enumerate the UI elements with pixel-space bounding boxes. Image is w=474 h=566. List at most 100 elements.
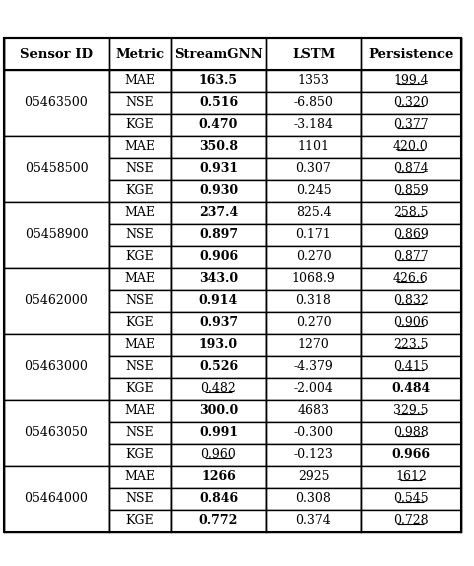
Bar (109, 180, 171, 202)
Bar (109, 422, 171, 444)
Bar (109, 70, 171, 92)
Text: 0.897: 0.897 (199, 229, 238, 242)
Bar (266, 180, 361, 202)
Text: 0.728: 0.728 (393, 514, 429, 528)
Text: 0.171: 0.171 (296, 229, 331, 242)
Text: 0.482: 0.482 (201, 383, 237, 396)
Text: NSE: NSE (126, 96, 155, 109)
Bar (361, 246, 461, 268)
Text: MAE: MAE (125, 207, 155, 220)
Bar (109, 268, 171, 290)
Text: 1612: 1612 (395, 470, 427, 483)
Bar (361, 488, 461, 510)
Text: 1270: 1270 (298, 338, 329, 351)
Text: LSTM: LSTM (292, 48, 335, 61)
Text: 0.526: 0.526 (199, 361, 238, 374)
Text: 0.307: 0.307 (296, 162, 331, 175)
Bar (266, 268, 361, 290)
Bar (361, 466, 461, 488)
Bar (361, 290, 461, 312)
Bar (109, 158, 171, 180)
Text: 1068.9: 1068.9 (292, 272, 336, 285)
Text: 163.5: 163.5 (199, 75, 238, 88)
Text: 420.0: 420.0 (393, 140, 429, 153)
Text: 0.966: 0.966 (392, 448, 430, 461)
Text: 0.914: 0.914 (199, 294, 238, 307)
Text: 1353: 1353 (298, 75, 329, 88)
Bar (171, 268, 266, 290)
Text: 0.245: 0.245 (296, 185, 331, 198)
Bar (171, 356, 266, 378)
Text: Metric: Metric (116, 48, 164, 61)
Text: -3.184: -3.184 (293, 118, 334, 131)
Bar (109, 92, 171, 114)
Bar (4, 38, 461, 532)
Text: MAE: MAE (125, 405, 155, 418)
Bar (109, 290, 171, 312)
Text: NSE: NSE (126, 294, 155, 307)
Text: 0.545: 0.545 (393, 492, 429, 505)
Bar (171, 158, 266, 180)
Bar (266, 400, 361, 422)
Text: KGE: KGE (126, 514, 155, 528)
Text: 0.846: 0.846 (199, 492, 238, 505)
Bar (171, 180, 266, 202)
Text: NSE: NSE (126, 492, 155, 505)
Bar (4, 268, 109, 334)
Text: StreamGNN: StreamGNN (174, 48, 263, 61)
Text: KGE: KGE (126, 185, 155, 198)
Bar (4, 400, 109, 466)
Text: -0.300: -0.300 (293, 427, 334, 440)
Bar (266, 202, 361, 224)
Bar (171, 246, 266, 268)
Text: NSE: NSE (126, 361, 155, 374)
Bar (266, 488, 361, 510)
Bar (109, 334, 171, 356)
Bar (171, 114, 266, 136)
Bar (266, 136, 361, 158)
Bar (109, 114, 171, 136)
Text: 05458500: 05458500 (25, 162, 88, 175)
Text: 199.4: 199.4 (393, 75, 429, 88)
Bar (361, 202, 461, 224)
Text: 05462000: 05462000 (25, 294, 88, 307)
Text: 05458900: 05458900 (25, 229, 88, 242)
Bar (266, 356, 361, 378)
Bar (171, 422, 266, 444)
Text: NSE: NSE (126, 229, 155, 242)
Bar (171, 290, 266, 312)
Bar (171, 400, 266, 422)
Bar (171, 312, 266, 334)
Text: 05463000: 05463000 (25, 361, 89, 374)
Text: 350.8: 350.8 (199, 140, 238, 153)
Bar (109, 224, 171, 246)
Bar (266, 466, 361, 488)
Text: 343.0: 343.0 (199, 272, 238, 285)
Bar (266, 510, 361, 532)
Text: 825.4: 825.4 (296, 207, 331, 220)
Bar (266, 224, 361, 246)
Bar (171, 92, 266, 114)
Text: 0.960: 0.960 (201, 448, 237, 461)
Bar (361, 422, 461, 444)
Bar (361, 444, 461, 466)
Text: 0.991: 0.991 (199, 427, 238, 440)
Bar (361, 334, 461, 356)
Bar (266, 422, 361, 444)
Bar (266, 158, 361, 180)
Bar (266, 246, 361, 268)
Text: 237.4: 237.4 (199, 207, 238, 220)
Text: 300.0: 300.0 (199, 405, 238, 418)
Bar (266, 92, 361, 114)
Bar (361, 268, 461, 290)
Text: 05464000: 05464000 (25, 492, 89, 505)
Bar (109, 246, 171, 268)
Bar (109, 488, 171, 510)
Bar (109, 202, 171, 224)
Text: 258.5: 258.5 (393, 207, 429, 220)
Text: 0.937: 0.937 (199, 316, 238, 329)
Bar (4, 466, 109, 532)
Bar (361, 70, 461, 92)
Text: MAE: MAE (125, 75, 155, 88)
Bar (4, 136, 109, 202)
